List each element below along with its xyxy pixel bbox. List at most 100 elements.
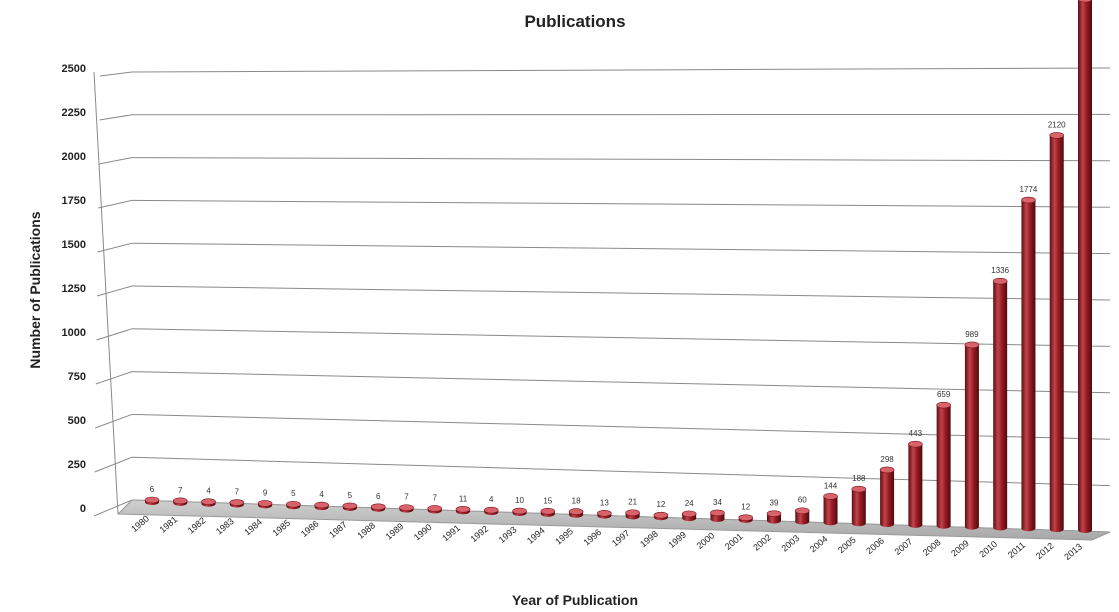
bar-top	[399, 504, 414, 511]
bar-top	[597, 510, 612, 517]
bar-top	[653, 511, 669, 519]
y-tick-label: 750	[68, 371, 86, 383]
bar-body	[880, 469, 895, 528]
bar	[512, 507, 527, 517]
data-label: 10	[515, 496, 524, 505]
chart-floor	[116, 499, 1111, 541]
gridline-side	[95, 371, 133, 385]
bar	[427, 505, 443, 514]
bar	[172, 497, 188, 506]
x-tick-label: 2012	[1034, 541, 1056, 562]
bar-top	[738, 514, 754, 521]
data-label: 12	[741, 503, 750, 512]
bar	[851, 485, 867, 527]
bar-top	[314, 501, 329, 509]
x-tick-label: 1996	[582, 527, 604, 548]
y-axis-ticks: 0 250 500 750 1000 1250 1500 1750 2000 2250 2500	[62, 63, 86, 515]
x-tick-label: 1992	[468, 524, 490, 545]
x-tick-label: 2002	[751, 532, 773, 553]
bar-body	[1049, 135, 1064, 533]
data-label: 7	[235, 488, 240, 497]
x-tick-label: 1991	[440, 523, 462, 544]
bar-top	[229, 499, 245, 506]
x-tick-label: 1989	[384, 521, 406, 542]
bar-top	[625, 509, 640, 517]
gridline-side	[95, 413, 133, 429]
bar-top	[1077, 0, 1093, 3]
gridline	[131, 157, 1111, 162]
bar-top	[823, 493, 838, 500]
x-tick-label: 2006	[864, 535, 886, 556]
bar-top	[342, 502, 358, 510]
bar	[1021, 196, 1036, 532]
x-tick-label: 2011	[1006, 540, 1027, 560]
bar-top	[286, 500, 301, 508]
bar	[908, 440, 923, 528]
y-tick-label: 2000	[62, 151, 86, 163]
data-label: 5	[348, 491, 353, 500]
bar-top	[710, 509, 725, 517]
bar	[766, 510, 782, 524]
gridline-side	[99, 114, 133, 121]
bar-top	[427, 505, 443, 512]
gridline	[131, 456, 1111, 487]
bar	[144, 496, 160, 505]
bar	[342, 502, 358, 511]
y-tick-label: 1250	[62, 283, 86, 295]
gridline	[131, 199, 1111, 208]
bar	[257, 500, 273, 509]
data-label: 11	[459, 494, 468, 503]
bar-top	[1049, 132, 1065, 139]
bar	[455, 506, 471, 515]
bar-body	[964, 344, 979, 530]
bar	[314, 501, 329, 511]
data-label: 18	[572, 497, 581, 506]
bar-top	[370, 503, 386, 511]
bar	[597, 510, 612, 519]
floor-plane	[116, 499, 1111, 541]
bar	[399, 504, 414, 513]
bar-top	[201, 498, 216, 505]
data-label: 1774	[1020, 185, 1038, 194]
x-tick-label: 2010	[977, 539, 999, 560]
bar	[710, 509, 725, 522]
bar-body	[851, 489, 866, 527]
bar-top	[1021, 196, 1036, 204]
gridline-side	[96, 285, 133, 297]
x-tick-label: 1983	[214, 516, 236, 537]
bar-top	[992, 277, 1008, 285]
data-label: 6	[376, 492, 381, 501]
data-label: 39	[770, 499, 779, 508]
x-tick-label: 2003	[779, 533, 801, 554]
bar-top	[681, 510, 697, 518]
chart-title: Publications	[524, 12, 625, 31]
x-tick-label: 2004	[808, 534, 830, 555]
data-label: 9	[263, 488, 268, 497]
bar	[653, 511, 669, 521]
data-label: 7	[404, 493, 409, 502]
y-tick-label: 500	[68, 415, 86, 427]
data-label: 443	[909, 429, 923, 438]
bar	[1077, 0, 1093, 533]
bar-body	[936, 405, 951, 529]
bar	[879, 466, 895, 528]
bar	[964, 341, 980, 530]
bar	[201, 498, 216, 507]
x-tick-label: 1987	[327, 519, 349, 540]
x-tick-label: 1994	[525, 525, 547, 546]
x-tick-label: 2007	[893, 536, 915, 557]
y-tick-label: 2250	[62, 107, 86, 119]
x-tick-label: 1988	[355, 520, 377, 541]
data-label: 188	[852, 474, 866, 483]
x-tick-label: 1998	[638, 529, 660, 550]
bar-top	[144, 496, 160, 504]
gridline	[131, 67, 1111, 73]
bar-top	[172, 497, 188, 505]
gridline-side	[97, 242, 133, 253]
data-label: 13	[600, 498, 609, 507]
bar-top	[483, 506, 499, 514]
bar-body	[908, 444, 923, 528]
gridline-side	[94, 456, 133, 473]
bar-top	[964, 341, 980, 349]
bar	[823, 493, 838, 526]
